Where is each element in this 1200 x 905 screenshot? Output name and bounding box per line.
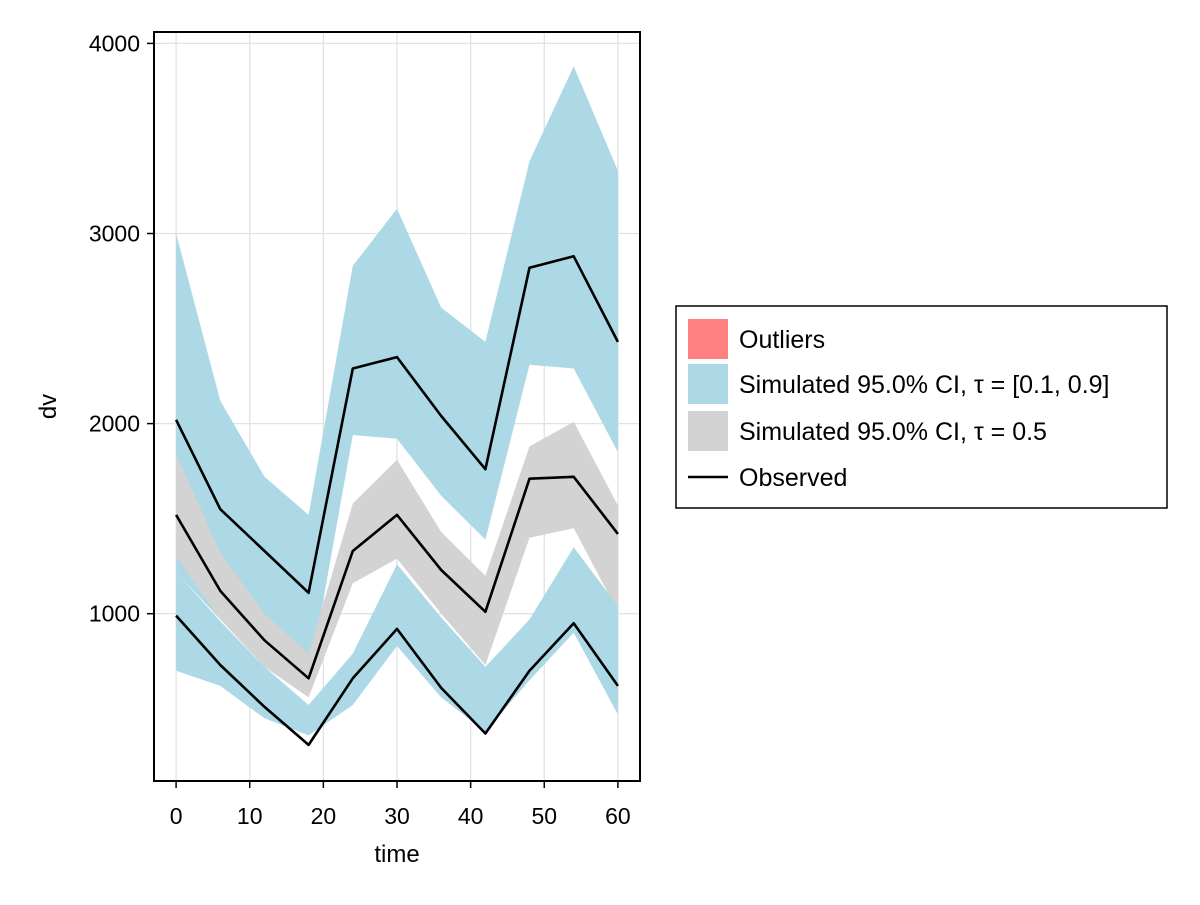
legend-swatch xyxy=(688,411,728,451)
ci-band xyxy=(176,421,618,698)
x-tick-label: 40 xyxy=(458,803,484,829)
x-tick-label: 30 xyxy=(384,803,410,829)
x-tick-label: 0 xyxy=(170,803,183,829)
ci-band xyxy=(176,547,618,736)
x-tick-label: 10 xyxy=(237,803,263,829)
legend-label: Observed xyxy=(739,464,847,492)
axis-ticks: 0 10 20 30 40 50 60 1000 2000 3000 4000 xyxy=(89,30,631,829)
y-tick-label: 3000 xyxy=(89,221,140,247)
legend-label: Simulated 95.0% CI, τ = [0.1, 0.9] xyxy=(739,371,1110,399)
observed-line xyxy=(175,614,619,747)
ci-bands xyxy=(176,66,618,736)
legend-box xyxy=(675,305,1168,509)
observed-line xyxy=(174,254,620,595)
observed-lines xyxy=(174,254,620,747)
legend-swatch xyxy=(688,319,728,359)
x-tick-label: 20 xyxy=(311,803,337,829)
x-axis-label: time xyxy=(374,841,419,868)
legend-swatch xyxy=(688,364,728,404)
y-tick-label: 4000 xyxy=(89,30,140,56)
legend: Outliers Simulated 95.0% CI, τ = [0.1, 0.… xyxy=(675,305,1168,509)
y-tick-label: 2000 xyxy=(89,411,140,437)
legend-label: Outliers xyxy=(739,326,825,354)
ci-band xyxy=(176,66,618,683)
legend-label: Simulated 95.0% CI, τ = 0.5 xyxy=(739,418,1047,446)
y-tick-label: 1000 xyxy=(89,601,140,627)
x-tick-label: 60 xyxy=(605,803,631,829)
x-tick-label: 50 xyxy=(531,803,557,829)
y-axis-label: dv xyxy=(35,394,62,419)
observed-line xyxy=(174,475,619,680)
